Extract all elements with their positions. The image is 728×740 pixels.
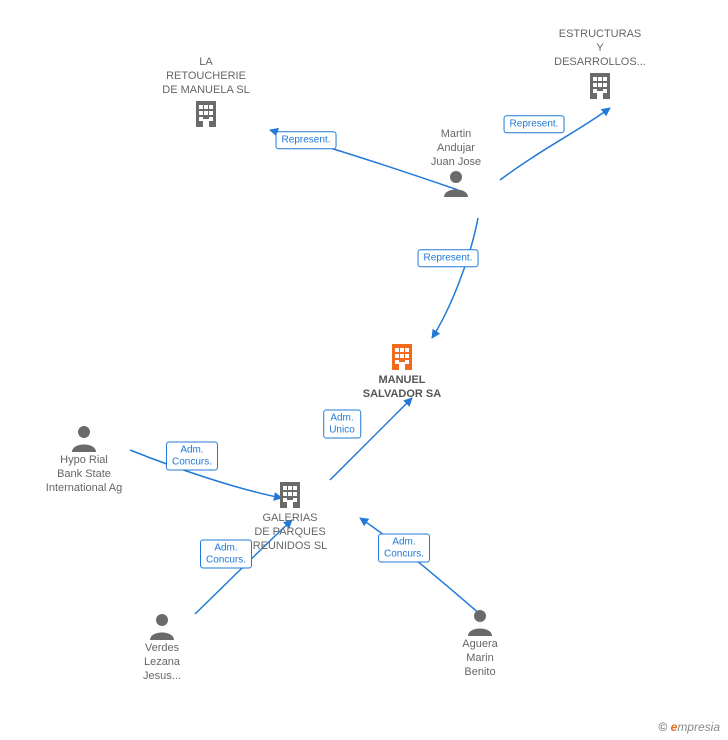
node-la_retoucherie[interactable]: LA RETOUCHERIE DE MANUELA SL	[146, 56, 266, 131]
edge-label: Adm.Unico	[323, 410, 361, 439]
node-manuel_salvador[interactable]: MANUEL SALVADOR SA	[342, 340, 462, 402]
node-label: Martin Andujar Juan Jose	[396, 128, 516, 169]
building-icon	[274, 478, 306, 510]
building-icon	[190, 97, 222, 129]
person-icon	[148, 612, 176, 640]
edge-label: Adm.Concurs.	[200, 540, 252, 569]
node-label: Verdes Lezana Jesus...	[102, 642, 222, 683]
person-icon	[442, 169, 470, 197]
node-aguera_marin[interactable]: Aguera Marin Benito	[420, 608, 540, 679]
edge-martin_andujar-manuel_salvador	[432, 218, 478, 338]
edge-label: Adm.Concurs.	[166, 442, 218, 471]
building-icon	[386, 340, 418, 372]
copyright-symbol: ©	[658, 720, 667, 734]
node-hypo_rial[interactable]: Hypo Rial Bank State International Ag	[24, 424, 144, 495]
person-icon	[70, 424, 98, 452]
node-label: LA RETOUCHERIE DE MANUELA SL	[146, 56, 266, 97]
edge-aguera_marin-galerias	[360, 518, 480, 614]
building-icon	[584, 69, 616, 101]
brand-logo: empresia	[671, 720, 720, 734]
node-label: MANUEL SALVADOR SA	[342, 374, 462, 402]
node-label: ESTRUCTURAS Y DESARROLLOS...	[540, 28, 660, 69]
edge-label: Represent.	[504, 115, 565, 133]
copyright: © empresia	[658, 720, 720, 734]
edge-label: Represent.	[418, 249, 479, 267]
edge-label: Adm.Concurs.	[378, 534, 430, 563]
node-label: Hypo Rial Bank State International Ag	[24, 454, 144, 495]
node-verdes_lezana[interactable]: Verdes Lezana Jesus...	[102, 612, 222, 683]
node-label: Aguera Marin Benito	[420, 638, 540, 679]
network-diagram: LA RETOUCHERIE DE MANUELA SL ESTRUCTURAS…	[0, 0, 728, 740]
node-martin_andujar[interactable]: Martin Andujar Juan Jose	[396, 128, 516, 199]
edge-label: Represent.	[276, 131, 337, 149]
person-icon	[466, 608, 494, 636]
node-estructuras[interactable]: ESTRUCTURAS Y DESARROLLOS...	[540, 28, 660, 103]
